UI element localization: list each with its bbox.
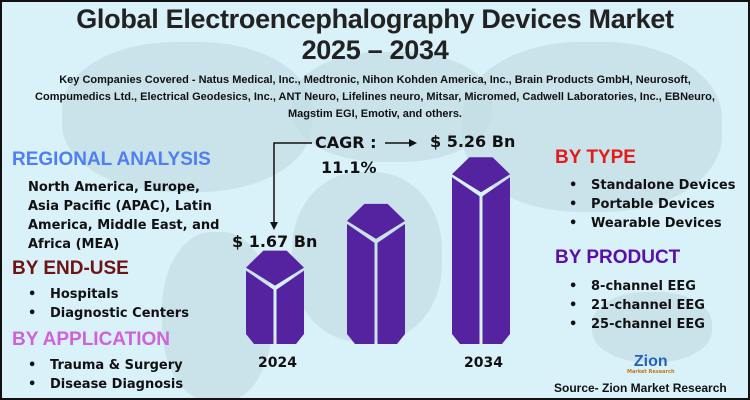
list-item: Standalone Devices: [565, 176, 735, 195]
list-item: Wearable Devices: [565, 214, 735, 233]
bar-left-face: [246, 270, 274, 344]
bar-right-face: [276, 270, 304, 344]
zion-logo: Zion Market Research: [627, 353, 675, 376]
regional-heading: REGIONAL ANALYSIS: [12, 149, 211, 170]
application-list: Trauma & Surgery Disease Diagnosis: [24, 356, 183, 394]
product-list: 8-channel EEG 21-channel EEG 25-channel …: [565, 277, 705, 334]
cagr-value: 11.1%: [321, 158, 377, 177]
product-heading: BY PRODUCT: [555, 247, 681, 268]
list-item: Trauma & Surgery: [24, 356, 183, 375]
end-use-heading: BY END-USE: [12, 258, 129, 279]
source-text: Source- Zion Market Research: [554, 381, 727, 395]
page-title: Global Electroencephalography Devices Ma…: [76, 4, 674, 65]
bar-cap: [246, 250, 304, 286]
year-label-2034: 2034: [464, 355, 503, 371]
cagr-connector-line: [273, 142, 312, 224]
type-list: Standalone Devices Portable Devices Wear…: [565, 176, 735, 233]
arrow-right-icon: [409, 139, 417, 147]
bar-cap: [347, 203, 405, 239]
type-heading: BY TYPE: [555, 147, 636, 168]
list-item: Diagnostic Centers: [24, 304, 189, 323]
key-companies: Key Companies Covered - Natus Medical, I…: [35, 74, 715, 120]
end-use-list: Hospitals Diagnostic Centers: [24, 285, 189, 323]
cagr-label: CAGR :: [315, 133, 377, 152]
bar-2024: [246, 250, 304, 344]
year-label-2024: 2024: [258, 355, 297, 371]
list-item: Hospitals: [24, 285, 189, 304]
bar-cap: [452, 157, 510, 193]
list-item: Portable Devices: [565, 195, 735, 214]
list-item: 8-channel EEG: [565, 277, 705, 296]
bar-middle: [347, 203, 405, 344]
bar-right-face: [377, 223, 405, 344]
application-heading: BY APPLICATION: [12, 329, 170, 350]
list-item: 21-channel EEG: [565, 296, 705, 315]
bar-right-face: [482, 177, 510, 344]
bar-2034: [452, 157, 510, 344]
regional-text: North America, Europe, Asia Pacific (APA…: [28, 180, 220, 252]
bar-left-face: [452, 177, 480, 344]
value-label-2024: $ 1.67 Bn: [232, 232, 318, 251]
list-item: Disease Diagnosis: [24, 375, 183, 394]
arrow-down-icon: [270, 222, 278, 230]
map-north-america: [62, 42, 312, 192]
list-item: 25-channel EEG: [565, 315, 705, 334]
value-label-2034: $ 5.26 Bn: [430, 132, 516, 151]
bar-left-face: [347, 223, 375, 344]
